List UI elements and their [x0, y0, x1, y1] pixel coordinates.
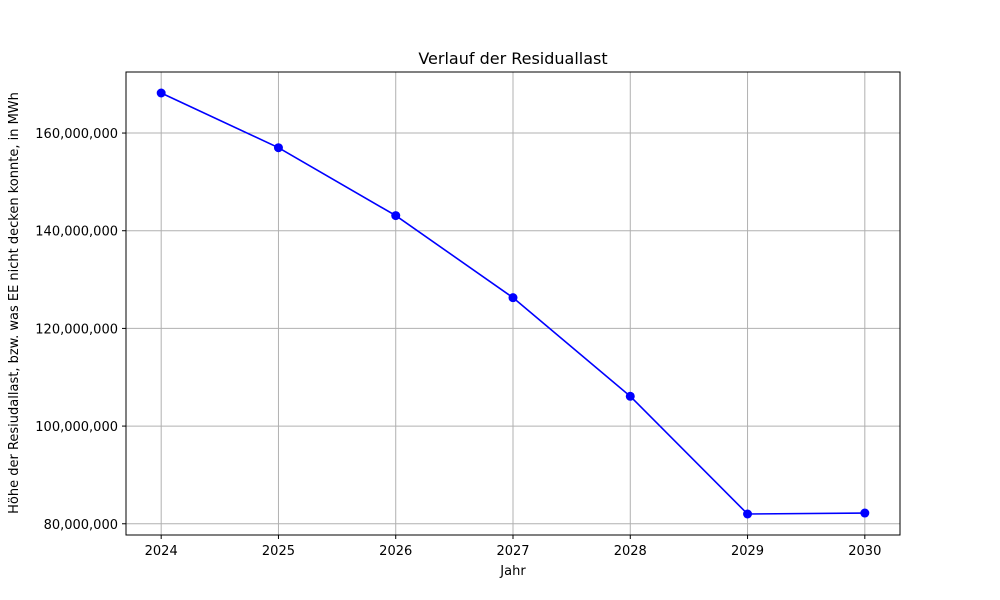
grid-lines — [126, 72, 900, 535]
y-tick-label: 160,000,000 — [35, 127, 118, 142]
y-axis-title: Höhe der Resiudallast, bzw. was EE nicht… — [7, 92, 22, 514]
x-tick-label: 2025 — [262, 544, 295, 559]
data-point — [625, 391, 635, 401]
data-point — [273, 143, 283, 153]
series-layer — [156, 88, 870, 519]
data-point — [860, 508, 870, 518]
x-tick-label: 2028 — [614, 544, 647, 559]
chart-title: Verlauf der Residuallast — [418, 49, 607, 68]
x-axis-title: Jahr — [499, 564, 526, 579]
y-tick-label: 120,000,000 — [35, 322, 118, 337]
x-tick-label: 2024 — [145, 544, 178, 559]
x-tick-label: 2030 — [848, 544, 881, 559]
x-axis-ticks: 2024 2025 2026 2027 2028 2029 2030 — [145, 535, 881, 559]
y-tick-label: 80,000,000 — [44, 518, 118, 533]
x-tick-label: 2027 — [496, 544, 529, 559]
y-tick-label: 140,000,000 — [35, 225, 118, 240]
data-point — [508, 293, 518, 303]
x-tick-label: 2029 — [731, 544, 764, 559]
x-tick-label: 2026 — [379, 544, 412, 559]
y-tick-label: 100,000,000 — [35, 420, 118, 435]
data-point — [156, 88, 166, 98]
y-axis-ticks: 80,000,000 100,000,000 120,000,000 140,000,… — [35, 127, 126, 533]
data-point — [391, 211, 401, 221]
data-point — [743, 509, 753, 519]
